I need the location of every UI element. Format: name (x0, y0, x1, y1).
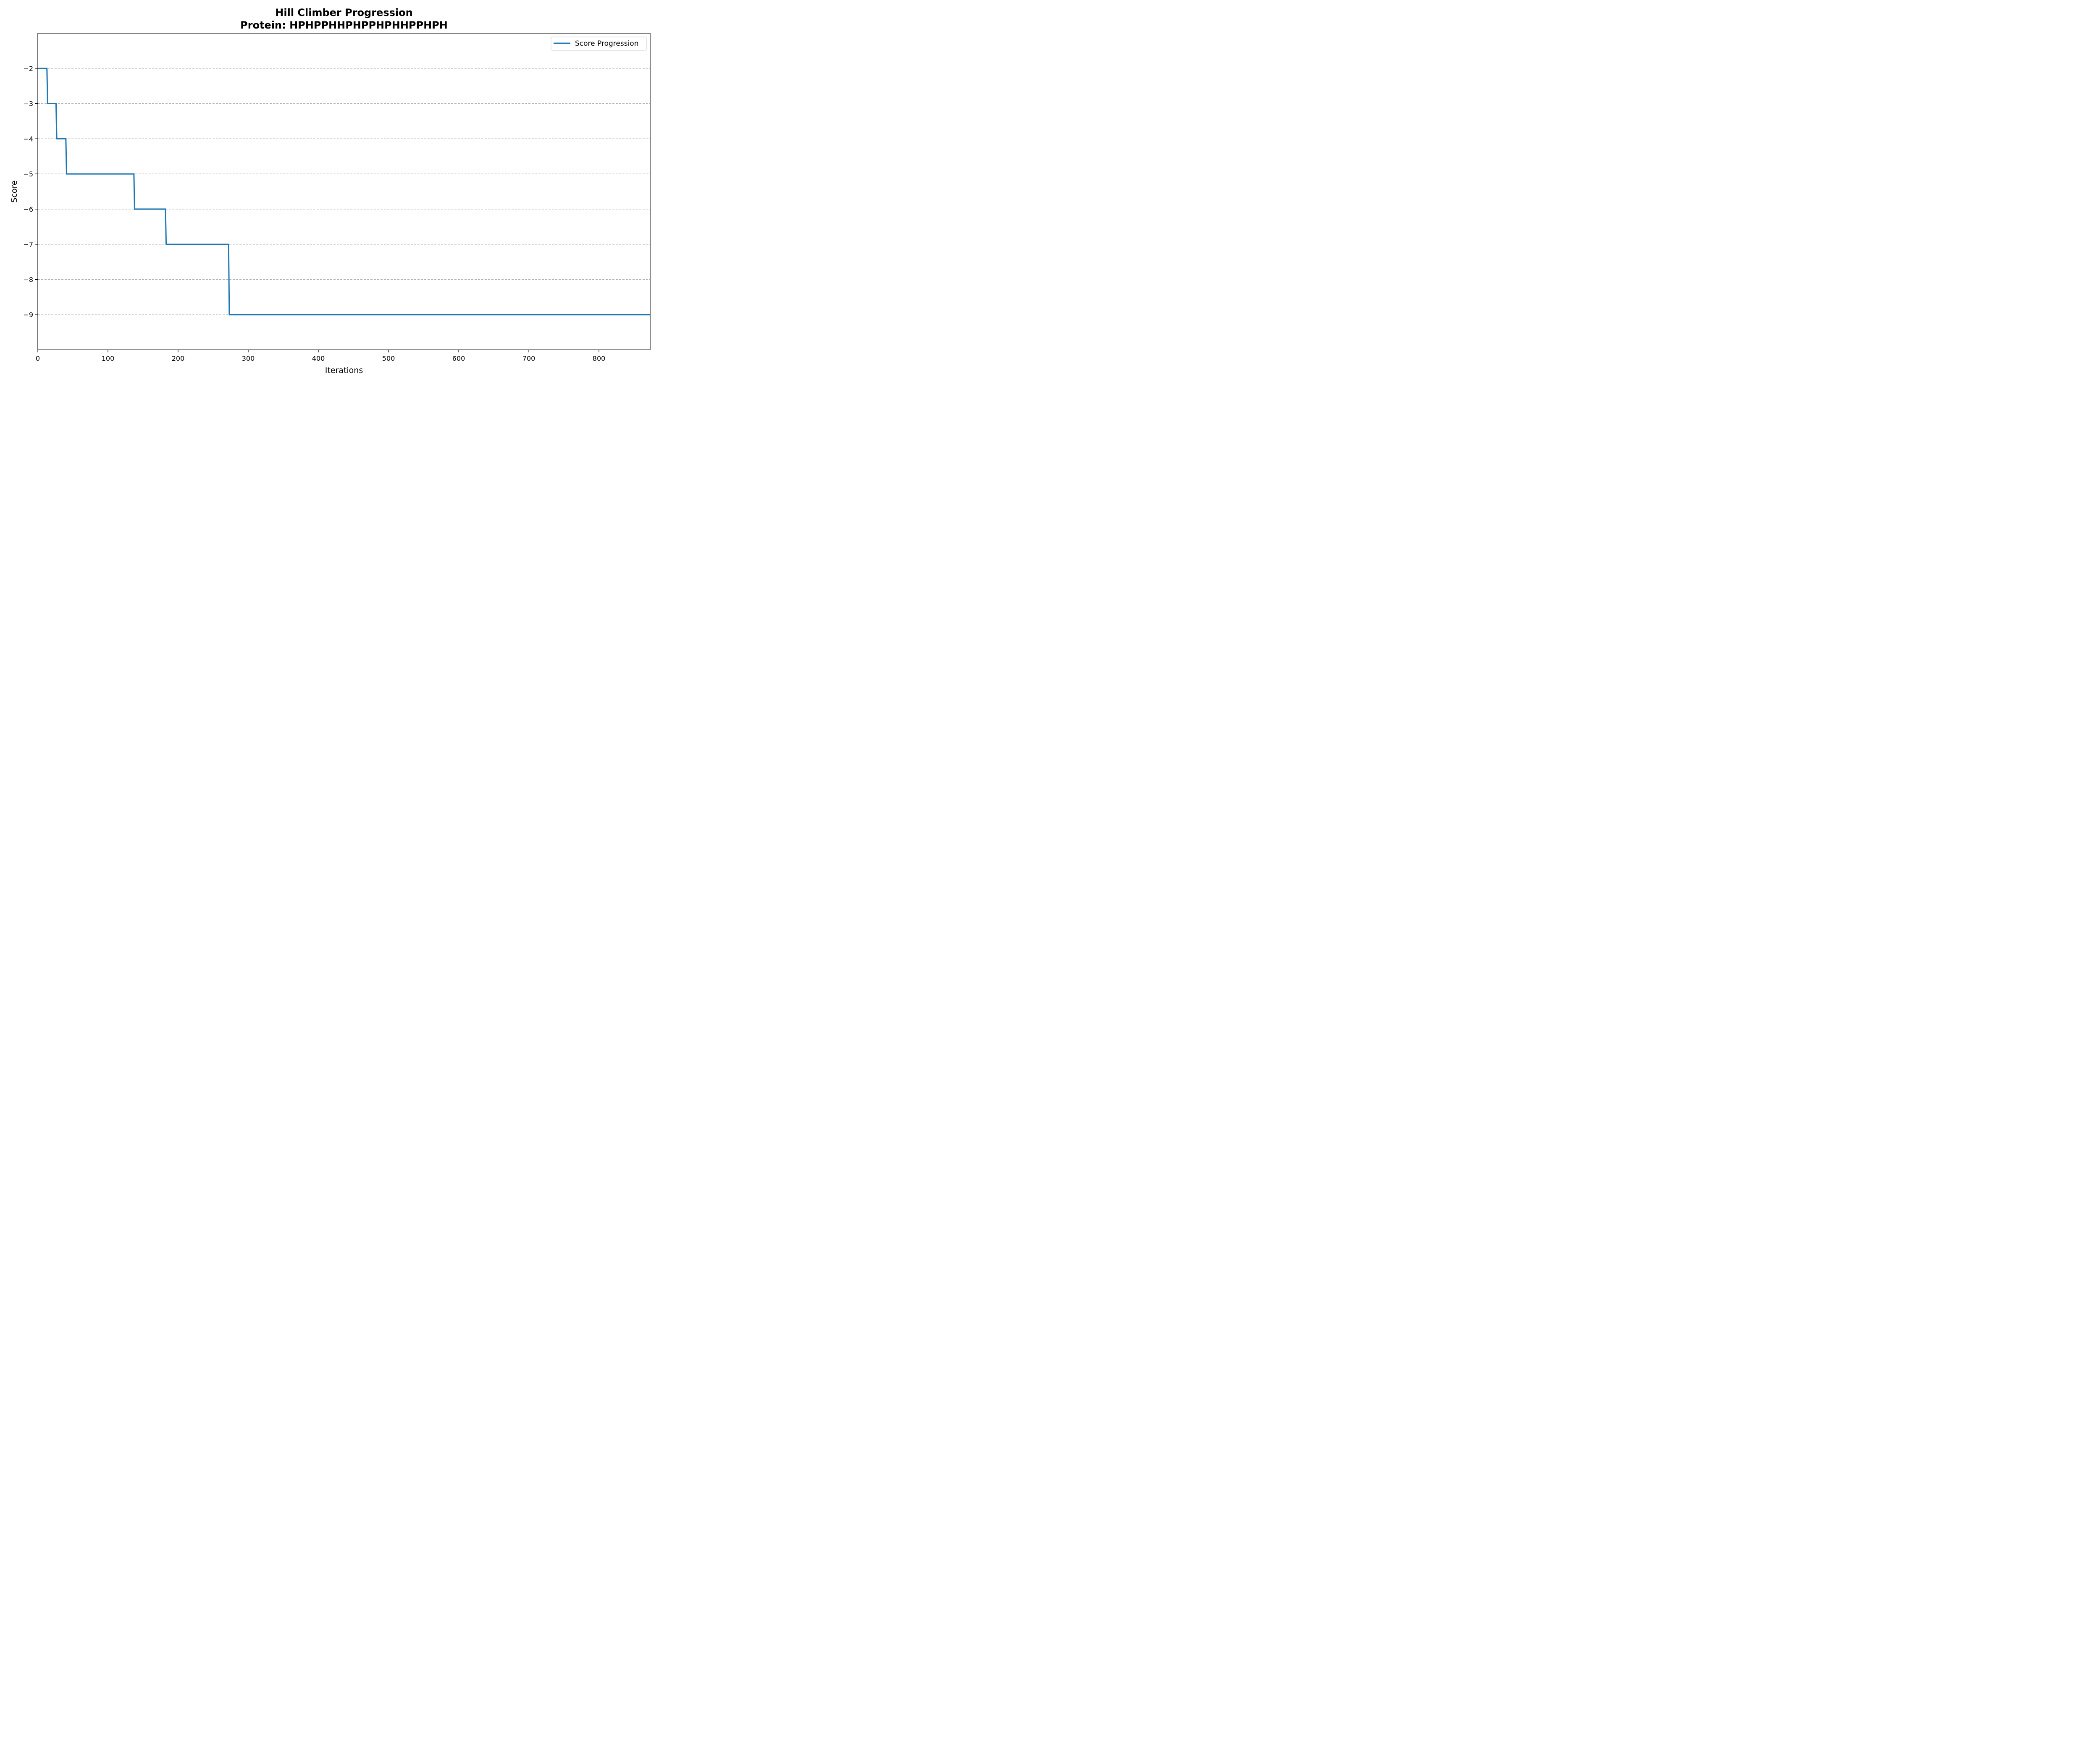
y-tick-label: −3 (23, 100, 33, 108)
x-tick-label: 800 (593, 354, 606, 362)
x-tick-label: 200 (172, 354, 185, 362)
x-tick-label: 500 (382, 354, 395, 362)
grid-lines (38, 68, 650, 315)
x-axis-label: Iterations (325, 366, 363, 375)
y-tick-label: −8 (23, 276, 33, 284)
x-tick-label: 300 (242, 354, 255, 362)
chart-title: Hill Climber Progression (275, 7, 412, 18)
series-layer (38, 68, 650, 315)
y-tick-label: −4 (23, 135, 33, 143)
x-tick-label: 100 (102, 354, 115, 362)
y-tick-label: −5 (23, 170, 33, 178)
x-tick-label: 400 (312, 354, 325, 362)
y-tick-label: −9 (23, 311, 33, 319)
y-tick-label: −2 (23, 65, 33, 73)
x-tick-label: 600 (452, 354, 465, 362)
y-tick-label: −7 (23, 241, 33, 249)
chart: Hill Climber Progression Protein: HPHPPH… (10, 7, 651, 375)
x-axis: 0 100 200 300 400 500 600 700 800 (36, 350, 605, 362)
legend: Score Progression (551, 37, 647, 51)
x-tick-label: 700 (522, 354, 536, 362)
x-tick-label: 0 (36, 354, 40, 362)
plot-frame (37, 33, 651, 350)
y-axis: −2 −3 −4 −5 −6 −7 −8 −9 (23, 65, 38, 319)
legend-label-score-progression: Score Progression (575, 39, 638, 48)
chart-subtitle: Protein: HPHPPHHPHPPHPHHPPHPH (240, 19, 448, 31)
series-line-score-progression (38, 68, 650, 315)
y-tick-label: −6 (23, 205, 33, 213)
y-axis-label: Score (10, 180, 19, 202)
legend-box (551, 37, 647, 51)
